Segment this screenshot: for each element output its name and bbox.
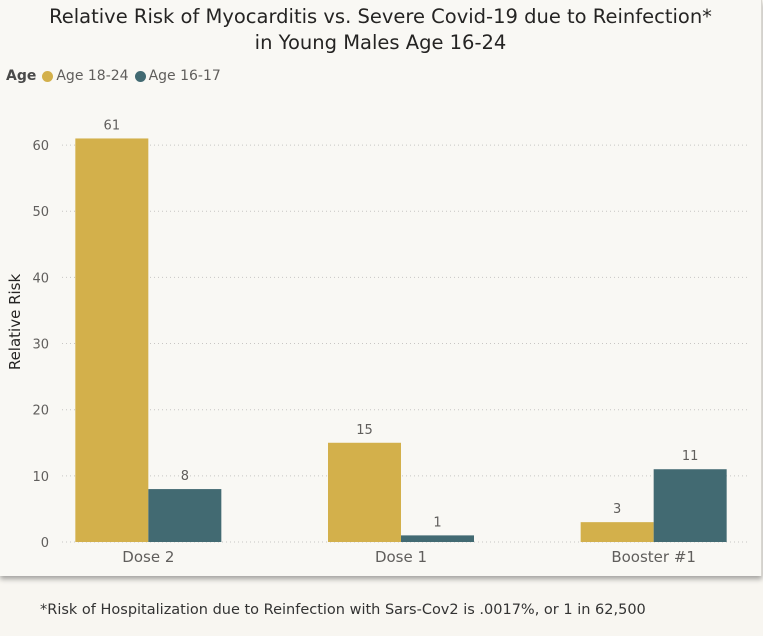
data-label-dose-2-series-1: 8 [181,469,189,484]
data-label-dose-1-series-1: 1 [433,515,441,530]
data-label-booster-1-series-0: 3 [613,502,621,517]
legend-item-age-18-24[interactable]: Age 18-24 [42,68,129,84]
footnote: *Risk of Hospitalization due to Reinfect… [40,602,646,618]
chart-card: Relative Risk of Myocarditis vs. Severe … [0,0,762,576]
bar-booster-1-series-0[interactable] [580,522,654,542]
legend-item-age-16-17[interactable]: Age 16-17 [134,68,221,84]
x-axis-ticks: Dose 2 Dose 1 Booster #1 [122,548,696,566]
data-label-booster-1-series-1: 11 [682,449,699,464]
y-tick-label-0: 0 [41,536,49,551]
legend-title: Age [6,68,37,84]
bar-dose-2-series-0[interactable] [75,138,149,542]
y-tick-label-20: 20 [32,404,49,419]
data-label-dose-2-series-0: 61 [104,118,121,133]
x-tick-label-dose-1: Dose 1 [375,548,427,566]
legend-swatch-age-18-24 [42,70,54,82]
chart-title-line-1: Relative Risk of Myocarditis vs. Severe … [49,5,712,28]
bar-dose-1-series-1[interactable] [401,535,474,542]
chart-title: Relative Risk of Myocarditis vs. Severe … [0,4,761,56]
y-tick-label-60: 60 [32,139,49,154]
legend-swatch-age-16-17 [134,70,146,82]
x-tick-label-booster-1: Booster #1 [611,548,696,566]
legend-label-age-16-17: Age 16-17 [148,68,221,84]
bar-dose-1-series-0[interactable] [328,442,401,542]
bar-booster-1-series-1[interactable] [653,469,727,542]
gridlines [62,144,750,543]
legend-label-age-18-24: Age 18-24 [56,68,129,84]
x-tick-label-dose-2: Dose 2 [122,548,174,566]
bar-dose-2-series-1[interactable] [148,489,222,542]
y-tick-label-30: 30 [32,338,49,353]
y-axis-ticks: 0 10 20 30 40 50 60 [32,139,49,551]
chart-title-line-2: in Young Males Age 16-24 [254,31,507,54]
y-axis-label: Relative Risk [6,274,24,371]
y-tick-label-40: 40 [32,271,49,286]
legend: Age Age 18-24 Age 16-17 [6,68,227,84]
y-tick-label-10: 10 [32,470,49,485]
y-tick-label-50: 50 [32,205,49,220]
data-label-dose-1-series-0: 15 [356,423,373,438]
